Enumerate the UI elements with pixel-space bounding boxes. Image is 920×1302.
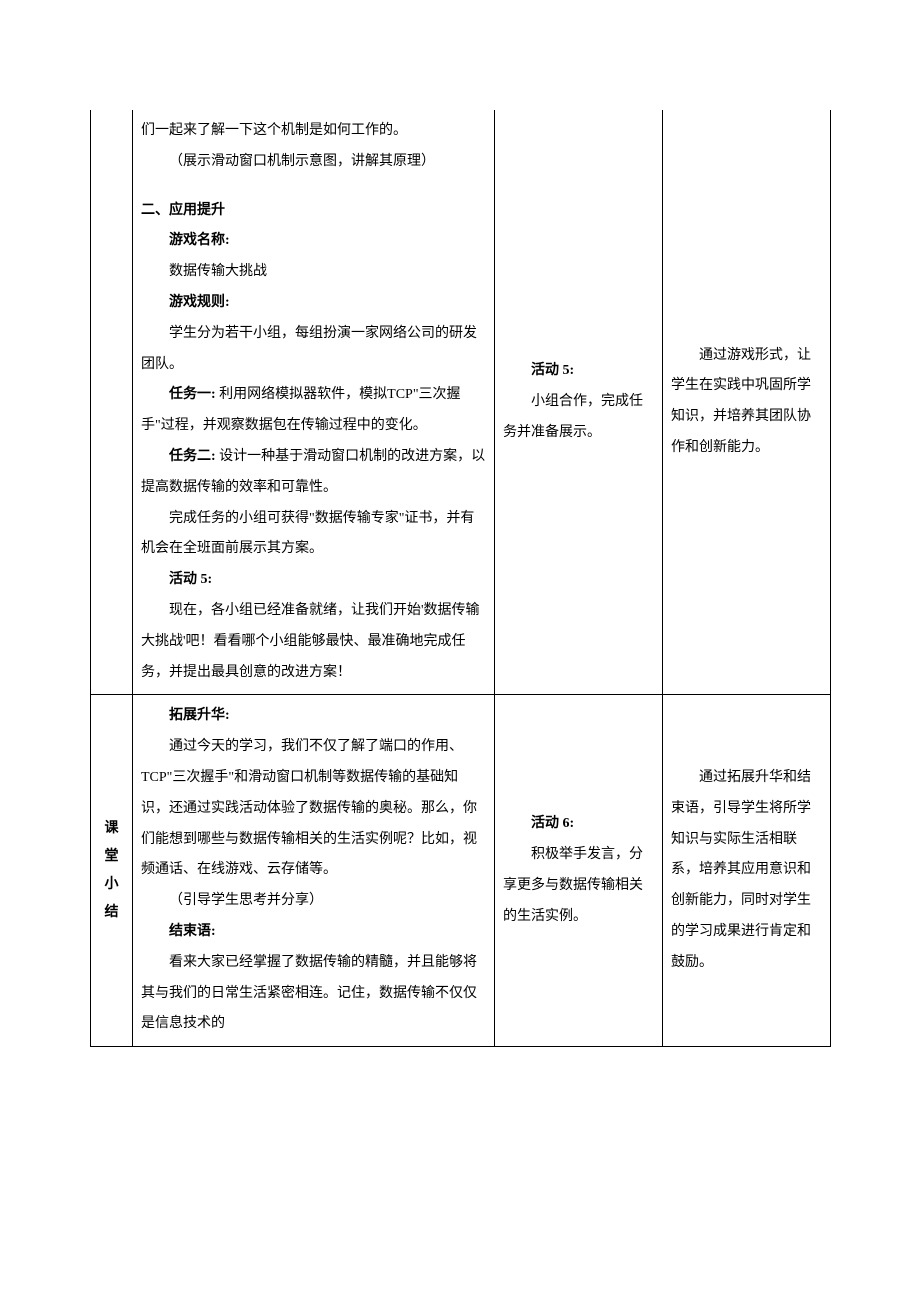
end-text: 看来大家已经掌握了数据传输的精髓，并且能够将其与我们的日常生活紧密相连。记住，数… — [141, 948, 486, 1040]
activity-cell: 活动 6: 积极举手发言，分享更多与数据传输相关的生活实例。 — [495, 695, 663, 1047]
game-name-label: 游戏名称: — [141, 226, 486, 257]
activity-five-text: 现在，各小组已经准备就绪，让我们开始'数据传输大挑战'吧！看看哪个小组能够最快、… — [141, 596, 486, 688]
rules-label: 游戏规则: — [141, 288, 486, 319]
task-two-label: 任务二: — [169, 449, 216, 464]
rules-text: 学生分为若干小组，每组扮演一家网络公司的研发团队。 — [141, 319, 486, 381]
row-label: 课堂小结 — [99, 815, 124, 927]
row-label-cell — [91, 110, 133, 695]
activity-body: 小组合作，完成任务并准备展示。 — [503, 387, 654, 449]
note-cell: 通过拓展升华和结束语，引导学生将所学知识与实际生活相联系，培养其应用意识和创新能… — [663, 695, 831, 1047]
section-heading: 二、应用提升 — [141, 196, 486, 227]
expand-text: 通过今天的学习，我们不仅了解了端口的作用、TCP"三次握手"和滑动窗口机制等数据… — [141, 732, 486, 886]
paragraph: 们一起来了解一下这个机制是如何工作的。 — [141, 116, 486, 147]
activity-five-label: 活动 5: — [141, 565, 486, 596]
table-row: 们一起来了解一下这个机制是如何工作的。 （展示滑动窗口机制示意图，讲解其原理） … — [91, 110, 831, 695]
end-label: 结束语: — [141, 917, 486, 948]
note-text: 通过游戏形式，让学生在实践中巩固所学知识，并培养其团队协作和创新能力。 — [671, 341, 822, 464]
task-one: 任务一: 利用网络模拟器软件，模拟TCP"三次握手"过程，并观察数据包在传输过程… — [141, 380, 486, 442]
reward-text: 完成任务的小组可获得"数据传输专家"证书，并有机会在全班面前展示其方案。 — [141, 504, 486, 566]
main-content-cell: 们一起来了解一下这个机制是如何工作的。 （展示滑动窗口机制示意图，讲解其原理） … — [133, 110, 495, 695]
task-two: 任务二: 设计一种基于滑动窗口机制的改进方案，以提高数据传输的效率和可靠性。 — [141, 442, 486, 504]
expand-label: 拓展升华: — [141, 701, 486, 732]
game-name: 数据传输大挑战 — [141, 257, 486, 288]
row-label-cell: 课堂小结 — [91, 695, 133, 1047]
note-cell: 通过游戏形式，让学生在实践中巩固所学知识，并培养其团队协作和创新能力。 — [663, 110, 831, 695]
table-row: 课堂小结 拓展升华: 通过今天的学习，我们不仅了解了端口的作用、TCP"三次握手… — [91, 695, 831, 1047]
task-one-label: 任务一: — [169, 387, 216, 402]
activity-title: 活动 5: — [503, 356, 654, 387]
main-content-cell: 拓展升华: 通过今天的学习，我们不仅了解了端口的作用、TCP"三次握手"和滑动窗… — [133, 695, 495, 1047]
lesson-plan-table: 们一起来了解一下这个机制是如何工作的。 （展示滑动窗口机制示意图，讲解其原理） … — [90, 110, 831, 1047]
paragraph: （展示滑动窗口机制示意图，讲解其原理） — [141, 147, 486, 178]
activity-title: 活动 6: — [503, 809, 654, 840]
activity-body: 积极举手发言，分享更多与数据传输相关的生活实例。 — [503, 840, 654, 932]
activity-cell: 活动 5: 小组合作，完成任务并准备展示。 — [495, 110, 663, 695]
guide-text: （引导学生思考并分享） — [141, 886, 486, 917]
note-text: 通过拓展升华和结束语，引导学生将所学知识与实际生活相联系，培养其应用意识和创新能… — [671, 763, 822, 979]
